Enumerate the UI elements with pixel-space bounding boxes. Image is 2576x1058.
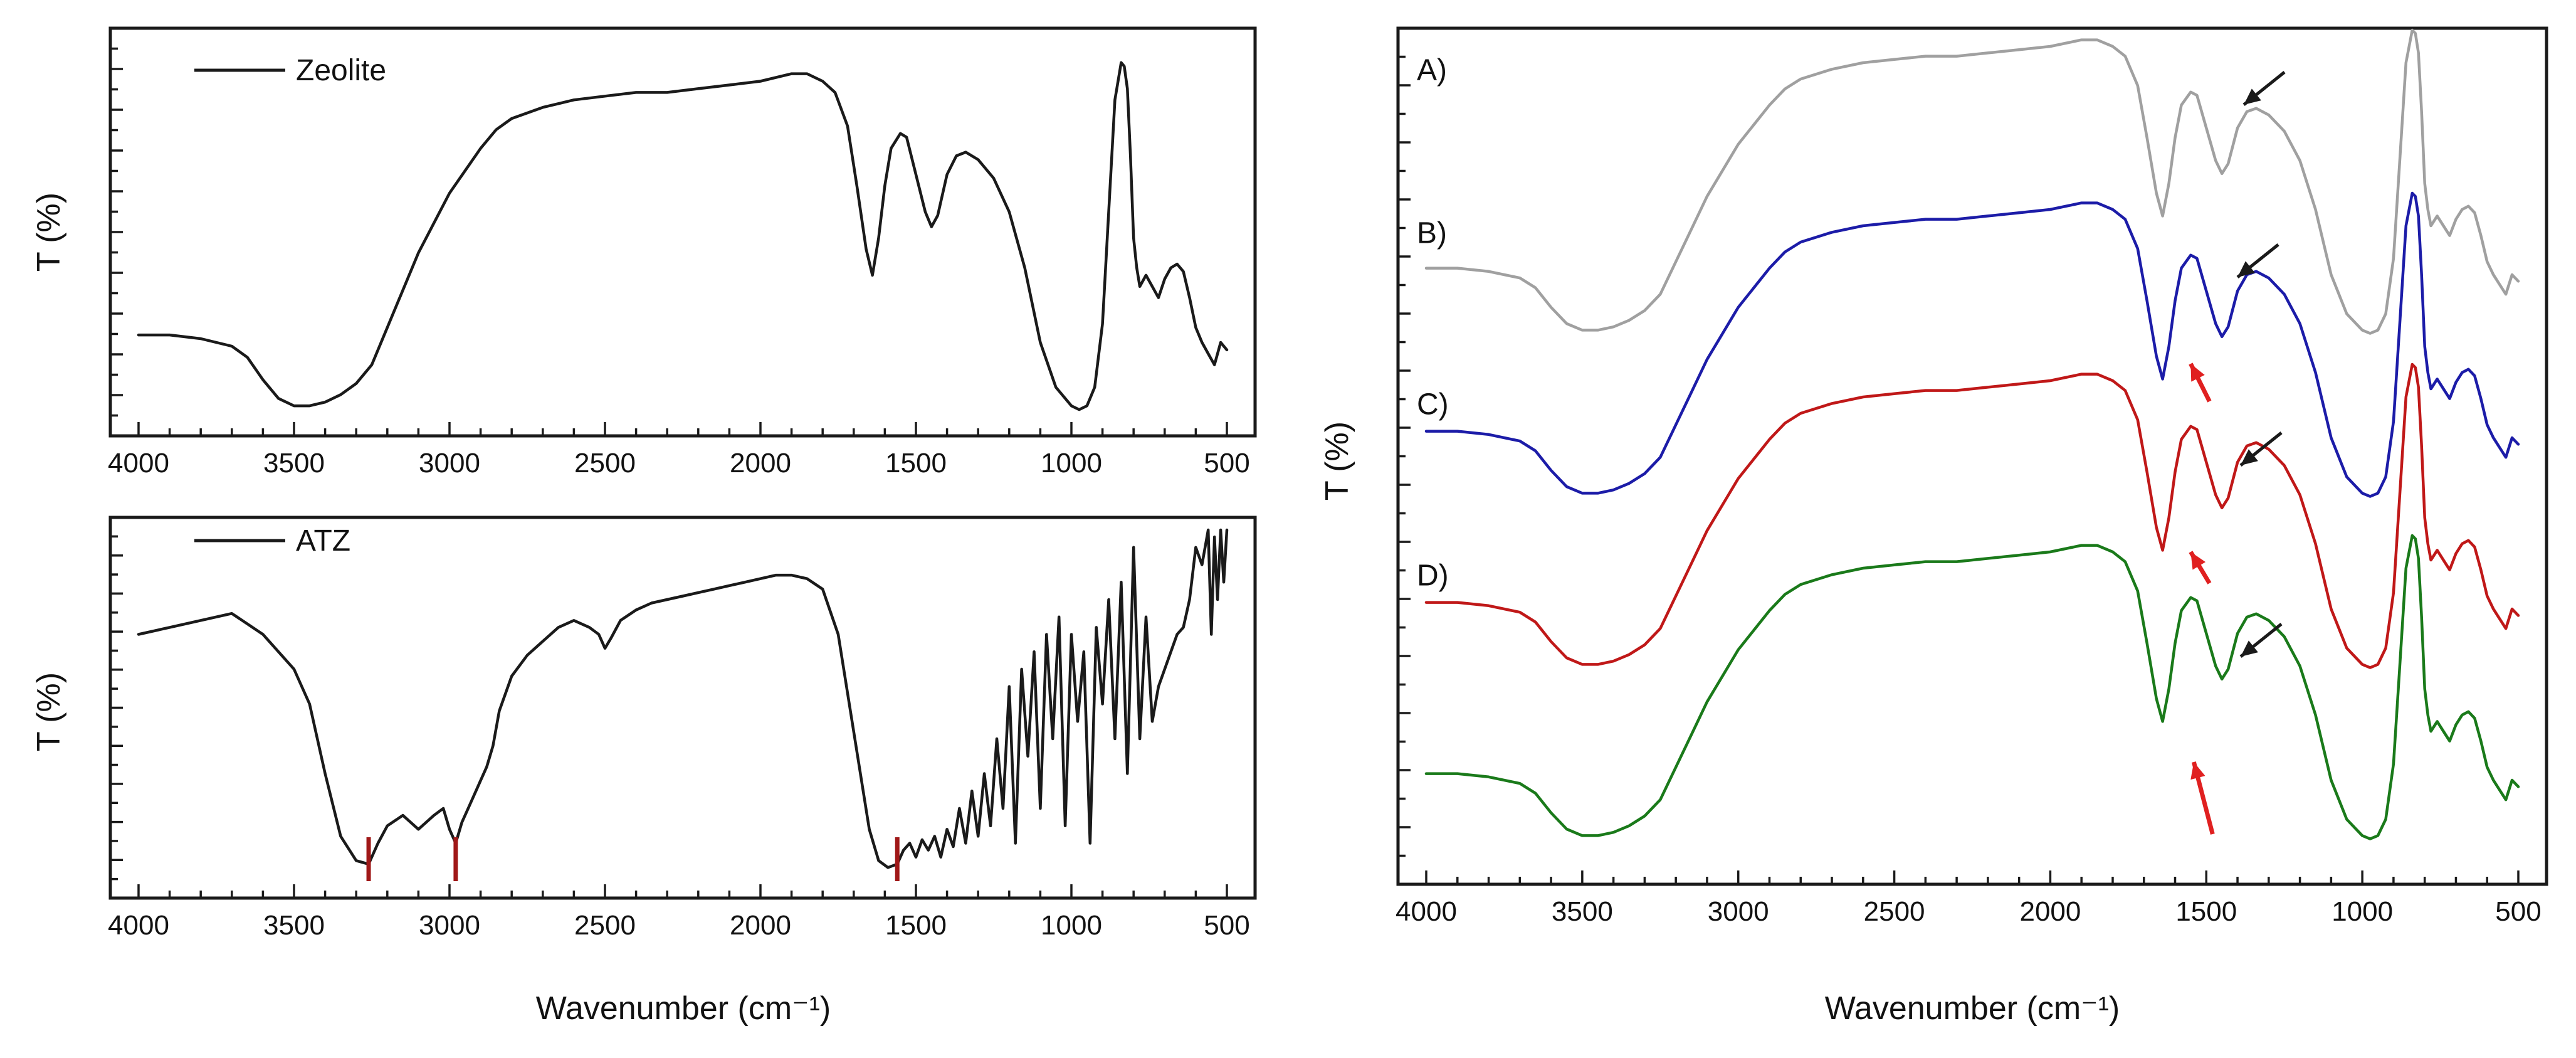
x-tick-label: 3500 [263,910,325,941]
atz-legend-label: ATZ [296,524,350,558]
x-tick-label: 500 [1204,448,1249,479]
x-tick-label: 2000 [2019,896,2081,927]
arrow-head [2237,261,2255,277]
zeolite-y-axis-label: T (%) [31,193,67,272]
x-tick-label: 1500 [2175,896,2237,927]
series-line [1424,191,2520,498]
x-tick-label: 2000 [730,910,791,941]
x-tick-label: 1500 [885,448,947,479]
series-label: D) [1417,559,1449,593]
x-tick-label: 2500 [574,910,636,941]
x-tick-label: 3000 [419,910,480,941]
x-tick-label: 3000 [1708,896,1769,927]
x-tick-label: 1500 [885,910,947,941]
stacked-spectra-panel: 4000 3500 3000 2500 2000 1500 1000 500 T (%) Wa… [1319,26,2548,1027]
stacked-series-labels: A) B) C) D) [1417,54,1449,593]
x-tick-label: 3000 [419,448,480,479]
x-tick-label: 1000 [1041,448,1102,479]
series-label: B) [1417,217,1447,250]
series-label: C) [1417,388,1449,421]
arrow-head [2190,762,2205,780]
stacked-plot-frame [1396,26,2548,886]
stacked-annotation-arrows [2189,71,2286,835]
atz-peak-markers [366,837,900,881]
arrow-head [2190,552,2206,570]
atz-plot-frame [108,516,1257,900]
series-line [1424,362,2520,669]
x-tick-label: 1000 [1041,910,1102,941]
zeolite-ticks: 4000 3500 3000 2500 2000 1500 1000 500 [108,47,1250,479]
series-line [1424,534,2520,840]
series-line [1424,28,2520,335]
stacked-spectra-lines [1424,28,2520,840]
x-tick-label: 3500 [263,448,325,479]
atz-panel: 4000 3500 3000 2500 2000 1500 1000 500 ATZ T (%… [31,516,1257,1027]
atz-y-axis-label: T (%) [31,672,67,751]
zeolite-legend-label: Zeolite [296,54,386,87]
stacked-y-axis-label: T (%) [1319,421,1355,500]
x-tick-label: 2500 [574,448,636,479]
x-tick-label: 4000 [108,910,169,941]
arrow-head [2190,364,2205,382]
zeolite-panel: 4000 3500 3000 2500 2000 1500 1000 500 Zeolite … [31,26,1257,479]
zeolite-spectrum-line [137,61,1229,411]
atz-x-axis-label: Wavenumber (cm⁻¹) [536,990,831,1027]
stacked-ticks: 4000 3500 3000 2500 2000 1500 1000 500 [1396,55,2542,927]
x-tick-label: 2500 [1864,896,1925,927]
x-tick-label: 500 [1204,910,1249,941]
arrow-head [2244,88,2261,105]
stacked-x-axis-label: Wavenumber (cm⁻¹) [1825,990,2120,1027]
atz-ticks: 4000 3500 3000 2500 2000 1500 1000 500 [108,535,1250,941]
x-tick-label: 500 [2495,896,2541,927]
arrow-head [2241,640,2258,657]
x-tick-label: 4000 [108,448,169,479]
arrow-head [2241,449,2258,465]
x-tick-label: 2000 [730,448,791,479]
series-label: A) [1417,54,1447,87]
x-tick-label: 4000 [1396,896,1457,927]
x-tick-label: 3500 [1552,896,1613,927]
atz-spectrum-line [137,528,1229,869]
x-tick-label: 1000 [2332,896,2393,927]
